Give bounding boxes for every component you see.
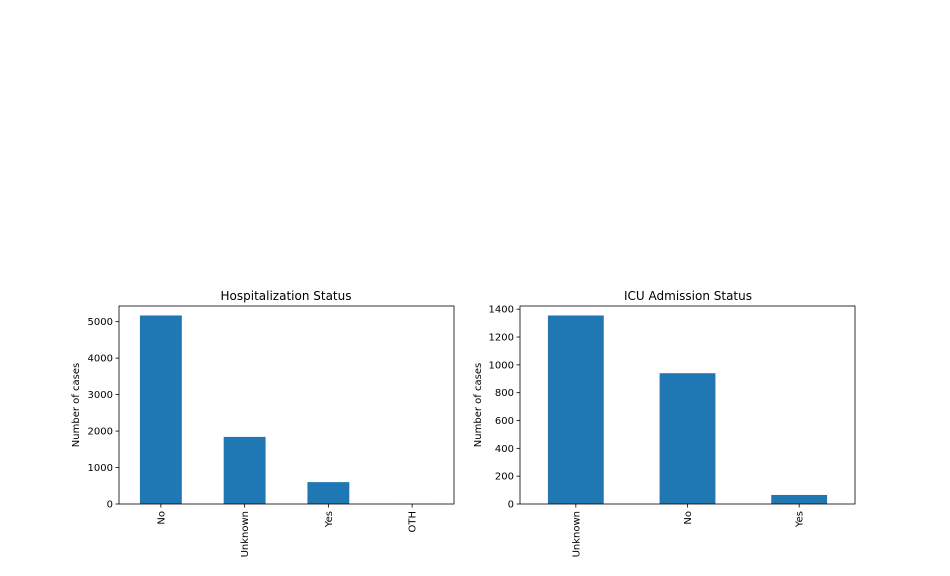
icu-x-tick-label-1: No <box>683 511 694 525</box>
hospitalization-y-tick-label-5: 5000 <box>88 317 113 328</box>
hospitalization-x-tick-label-3: OTH <box>408 511 419 533</box>
icu-y-ticks: 0 200 400 600 800 1000 1200 1400 <box>489 305 520 511</box>
icu-y-tick-label-2: 400 <box>495 444 514 455</box>
hospitalization-chart: Hospitalization Status Number of cases 0… <box>71 289 455 557</box>
icu-chart-title: ICU Admission Status <box>624 289 752 303</box>
hospitalization-x-ticks: No Unknown Yes OTH <box>156 504 419 557</box>
hospitalization-x-tick-label-0: No <box>156 511 167 525</box>
icu-y-tick-label-6: 1200 <box>489 333 514 344</box>
icu-y-tick-label-0: 0 <box>508 500 514 511</box>
icu-x-tick-label-0: Unknown <box>571 511 582 557</box>
icu-y-tick-label-1: 200 <box>495 472 514 483</box>
hospitalization-x-tick-label-2: Yes <box>324 511 335 528</box>
hospitalization-y-tick-label-4: 4000 <box>88 354 113 365</box>
icu-y-axis-label: Number of cases <box>473 363 484 447</box>
hospitalization-bar-1 <box>223 436 266 504</box>
hospitalization-y-ticks: 0 1000 2000 3000 4000 5000 <box>88 317 119 511</box>
icu-y-tick-label-4: 800 <box>495 388 514 399</box>
icu-plot-frame <box>519 305 856 505</box>
hospitalization-plot-frame <box>118 305 455 505</box>
icu-x-ticks: Unknown No Yes <box>571 504 806 557</box>
icu-bar-1 <box>659 373 716 504</box>
hospitalization-bar-2 <box>307 482 350 504</box>
hospitalization-bar-0 <box>139 315 182 504</box>
icu-y-tick-label-5: 1000 <box>489 360 514 371</box>
hospitalization-y-tick-label-1: 1000 <box>88 463 113 474</box>
icu-bar-0 <box>547 315 604 504</box>
hospitalization-y-tick-label-2: 2000 <box>88 427 113 438</box>
hospitalization-y-tick-label-3: 3000 <box>88 390 113 401</box>
icu-x-tick-label-2: Yes <box>795 511 806 528</box>
hospitalization-y-axis-label: Number of cases <box>71 363 82 447</box>
icu-y-tick-label-3: 600 <box>495 416 514 427</box>
icu-chart: ICU Admission Status Number of cases 0 20… <box>473 289 856 557</box>
icu-y-tick-label-7: 1400 <box>489 305 514 316</box>
hospitalization-y-tick-label-0: 0 <box>107 500 113 511</box>
hospitalization-x-tick-label-1: Unknown <box>240 511 251 557</box>
hospitalization-chart-title: Hospitalization Status <box>221 289 352 303</box>
icu-bars <box>547 315 828 504</box>
hospitalization-bars <box>139 315 434 504</box>
icu-bar-2 <box>771 494 828 504</box>
